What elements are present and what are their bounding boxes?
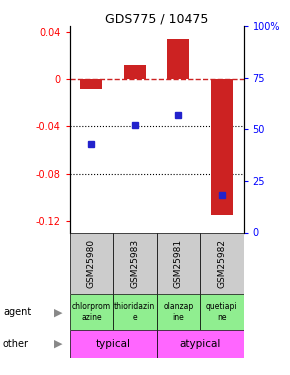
Text: GSM25981: GSM25981 [174, 239, 183, 288]
Bar [157, 330, 244, 358]
Bar [113, 232, 157, 294]
Text: atypical: atypical [180, 339, 221, 349]
Bar [157, 232, 200, 294]
Bar [70, 232, 113, 294]
Bar [168, 39, 189, 79]
Bar [124, 65, 146, 79]
Bar [211, 79, 233, 215]
Text: agent: agent [3, 307, 31, 317]
Bar [200, 294, 244, 330]
Text: ▶: ▶ [54, 339, 62, 349]
Text: typical: typical [96, 339, 130, 349]
Text: GSM25980: GSM25980 [87, 239, 96, 288]
Text: olanzap
ine: olanzap ine [163, 303, 193, 322]
Bar [200, 232, 244, 294]
Text: GSM25982: GSM25982 [217, 239, 226, 288]
Text: GSM25983: GSM25983 [130, 239, 139, 288]
Text: chlorprom
azine: chlorprom azine [72, 303, 111, 322]
Text: other: other [3, 339, 29, 349]
Bar [80, 79, 102, 89]
Bar [70, 294, 113, 330]
Bar [157, 294, 200, 330]
Bar [70, 330, 157, 358]
Title: GDS775 / 10475: GDS775 / 10475 [105, 12, 208, 25]
Text: ▶: ▶ [54, 307, 62, 317]
Text: thioridazin
e: thioridazin e [114, 303, 155, 322]
Text: quetiapi
ne: quetiapi ne [206, 303, 238, 322]
Bar [113, 294, 157, 330]
